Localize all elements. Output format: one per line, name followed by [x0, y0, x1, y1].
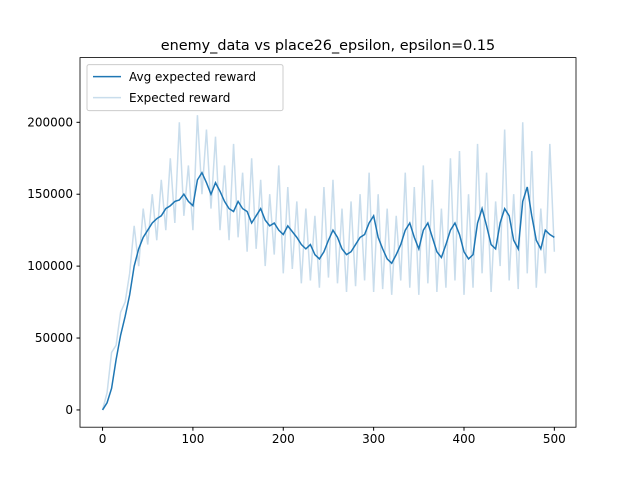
chart-title: enemy_data vs place26_epsilon, epsilon=0…	[161, 38, 495, 54]
x-tick-label: 0	[99, 432, 107, 446]
x-tick-label: 100	[181, 432, 204, 446]
x-tick-label: 200	[272, 432, 295, 446]
line-series	[101, 115, 556, 411]
y-tick-label: 200000	[27, 115, 73, 129]
y-tick-label: 50000	[35, 331, 73, 345]
y-tick-label: 0	[65, 403, 73, 417]
legend-label: Avg expected reward	[129, 70, 256, 84]
x-tick-label: 500	[543, 432, 566, 446]
y-tick-label: 100000	[27, 259, 73, 273]
legend-box	[86, 64, 284, 112]
line-series	[101, 171, 555, 411]
legend-label: Expected reward	[129, 91, 230, 105]
x-tick-label: 400	[453, 432, 476, 446]
plot-frame	[79, 57, 577, 428]
y-tick-label: 150000	[27, 187, 73, 201]
x-tick-label: 300	[362, 432, 385, 446]
